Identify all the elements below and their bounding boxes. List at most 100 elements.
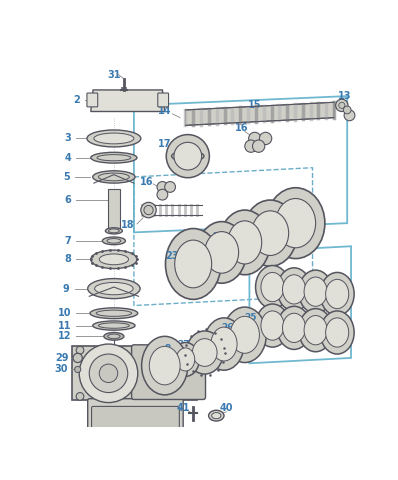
Ellipse shape: [93, 321, 135, 330]
Ellipse shape: [320, 273, 354, 315]
Text: 25: 25: [245, 313, 257, 323]
Ellipse shape: [94, 133, 134, 144]
Text: 41: 41: [176, 403, 190, 413]
Ellipse shape: [96, 310, 132, 316]
Ellipse shape: [107, 239, 121, 243]
Ellipse shape: [91, 152, 137, 163]
Circle shape: [76, 393, 84, 400]
Circle shape: [343, 106, 351, 114]
FancyBboxPatch shape: [92, 407, 179, 429]
Bar: [108, 189, 120, 231]
Polygon shape: [91, 90, 165, 111]
Text: 4: 4: [64, 153, 71, 163]
Ellipse shape: [326, 279, 349, 309]
Ellipse shape: [223, 307, 266, 362]
Ellipse shape: [298, 309, 333, 352]
Ellipse shape: [149, 347, 180, 385]
Ellipse shape: [192, 339, 217, 366]
Ellipse shape: [243, 200, 297, 266]
Ellipse shape: [175, 240, 212, 288]
Circle shape: [76, 347, 84, 354]
Text: 8: 8: [64, 254, 71, 264]
Text: 13: 13: [338, 91, 352, 101]
Text: 5: 5: [63, 172, 70, 182]
Text: 12: 12: [58, 331, 71, 341]
Text: 17: 17: [158, 139, 172, 149]
Ellipse shape: [88, 278, 140, 299]
Ellipse shape: [142, 336, 188, 395]
Circle shape: [74, 366, 81, 372]
Text: 8: 8: [165, 344, 171, 353]
Circle shape: [336, 99, 348, 111]
Ellipse shape: [266, 188, 325, 259]
Text: 24: 24: [334, 298, 347, 308]
Ellipse shape: [172, 151, 204, 162]
Circle shape: [73, 353, 82, 362]
Text: 21: 21: [235, 222, 248, 232]
Text: 40: 40: [220, 403, 233, 413]
FancyBboxPatch shape: [158, 93, 169, 107]
Text: 27: 27: [177, 339, 189, 348]
Ellipse shape: [166, 228, 221, 300]
FancyBboxPatch shape: [132, 345, 205, 399]
Text: 2: 2: [74, 95, 80, 105]
Text: 20: 20: [261, 213, 275, 223]
Circle shape: [144, 205, 153, 215]
Ellipse shape: [98, 323, 129, 328]
Ellipse shape: [320, 311, 354, 354]
Ellipse shape: [277, 268, 311, 311]
Circle shape: [245, 140, 257, 152]
Circle shape: [252, 140, 265, 152]
Ellipse shape: [91, 250, 137, 269]
Circle shape: [166, 134, 209, 178]
Circle shape: [141, 203, 156, 218]
Ellipse shape: [283, 313, 306, 343]
Ellipse shape: [102, 237, 125, 245]
Circle shape: [249, 132, 261, 144]
Ellipse shape: [283, 275, 306, 304]
Ellipse shape: [212, 413, 221, 419]
Text: 16: 16: [140, 177, 154, 187]
Ellipse shape: [326, 318, 349, 347]
Ellipse shape: [105, 228, 122, 234]
Ellipse shape: [186, 331, 223, 374]
Text: 10: 10: [58, 308, 71, 318]
Ellipse shape: [108, 334, 120, 339]
Ellipse shape: [228, 221, 262, 264]
Text: 18: 18: [121, 220, 135, 230]
Ellipse shape: [211, 327, 237, 361]
Circle shape: [339, 102, 345, 108]
Ellipse shape: [256, 265, 289, 309]
Text: 15: 15: [248, 100, 261, 110]
Ellipse shape: [252, 211, 289, 255]
Text: 19: 19: [291, 203, 304, 213]
Polygon shape: [72, 347, 197, 400]
Text: 30: 30: [55, 364, 68, 374]
Circle shape: [165, 181, 176, 192]
Ellipse shape: [204, 318, 244, 370]
Text: 26: 26: [222, 323, 234, 332]
Ellipse shape: [98, 173, 129, 181]
Ellipse shape: [219, 210, 270, 275]
Text: 3: 3: [64, 133, 71, 144]
Text: 6: 6: [64, 195, 71, 205]
Circle shape: [79, 344, 138, 403]
Circle shape: [259, 132, 272, 144]
Circle shape: [174, 142, 202, 170]
Text: 9: 9: [63, 284, 70, 294]
Ellipse shape: [261, 311, 284, 340]
Circle shape: [99, 364, 118, 383]
Ellipse shape: [176, 153, 199, 159]
Ellipse shape: [97, 155, 131, 161]
Ellipse shape: [104, 333, 124, 340]
Ellipse shape: [261, 273, 284, 302]
Text: 28: 28: [158, 349, 171, 359]
Circle shape: [89, 354, 128, 393]
Text: 16: 16: [235, 123, 248, 133]
Ellipse shape: [99, 254, 129, 265]
Circle shape: [344, 110, 355, 121]
FancyBboxPatch shape: [87, 93, 98, 107]
Circle shape: [157, 189, 168, 200]
Ellipse shape: [87, 130, 141, 147]
Ellipse shape: [230, 316, 259, 353]
